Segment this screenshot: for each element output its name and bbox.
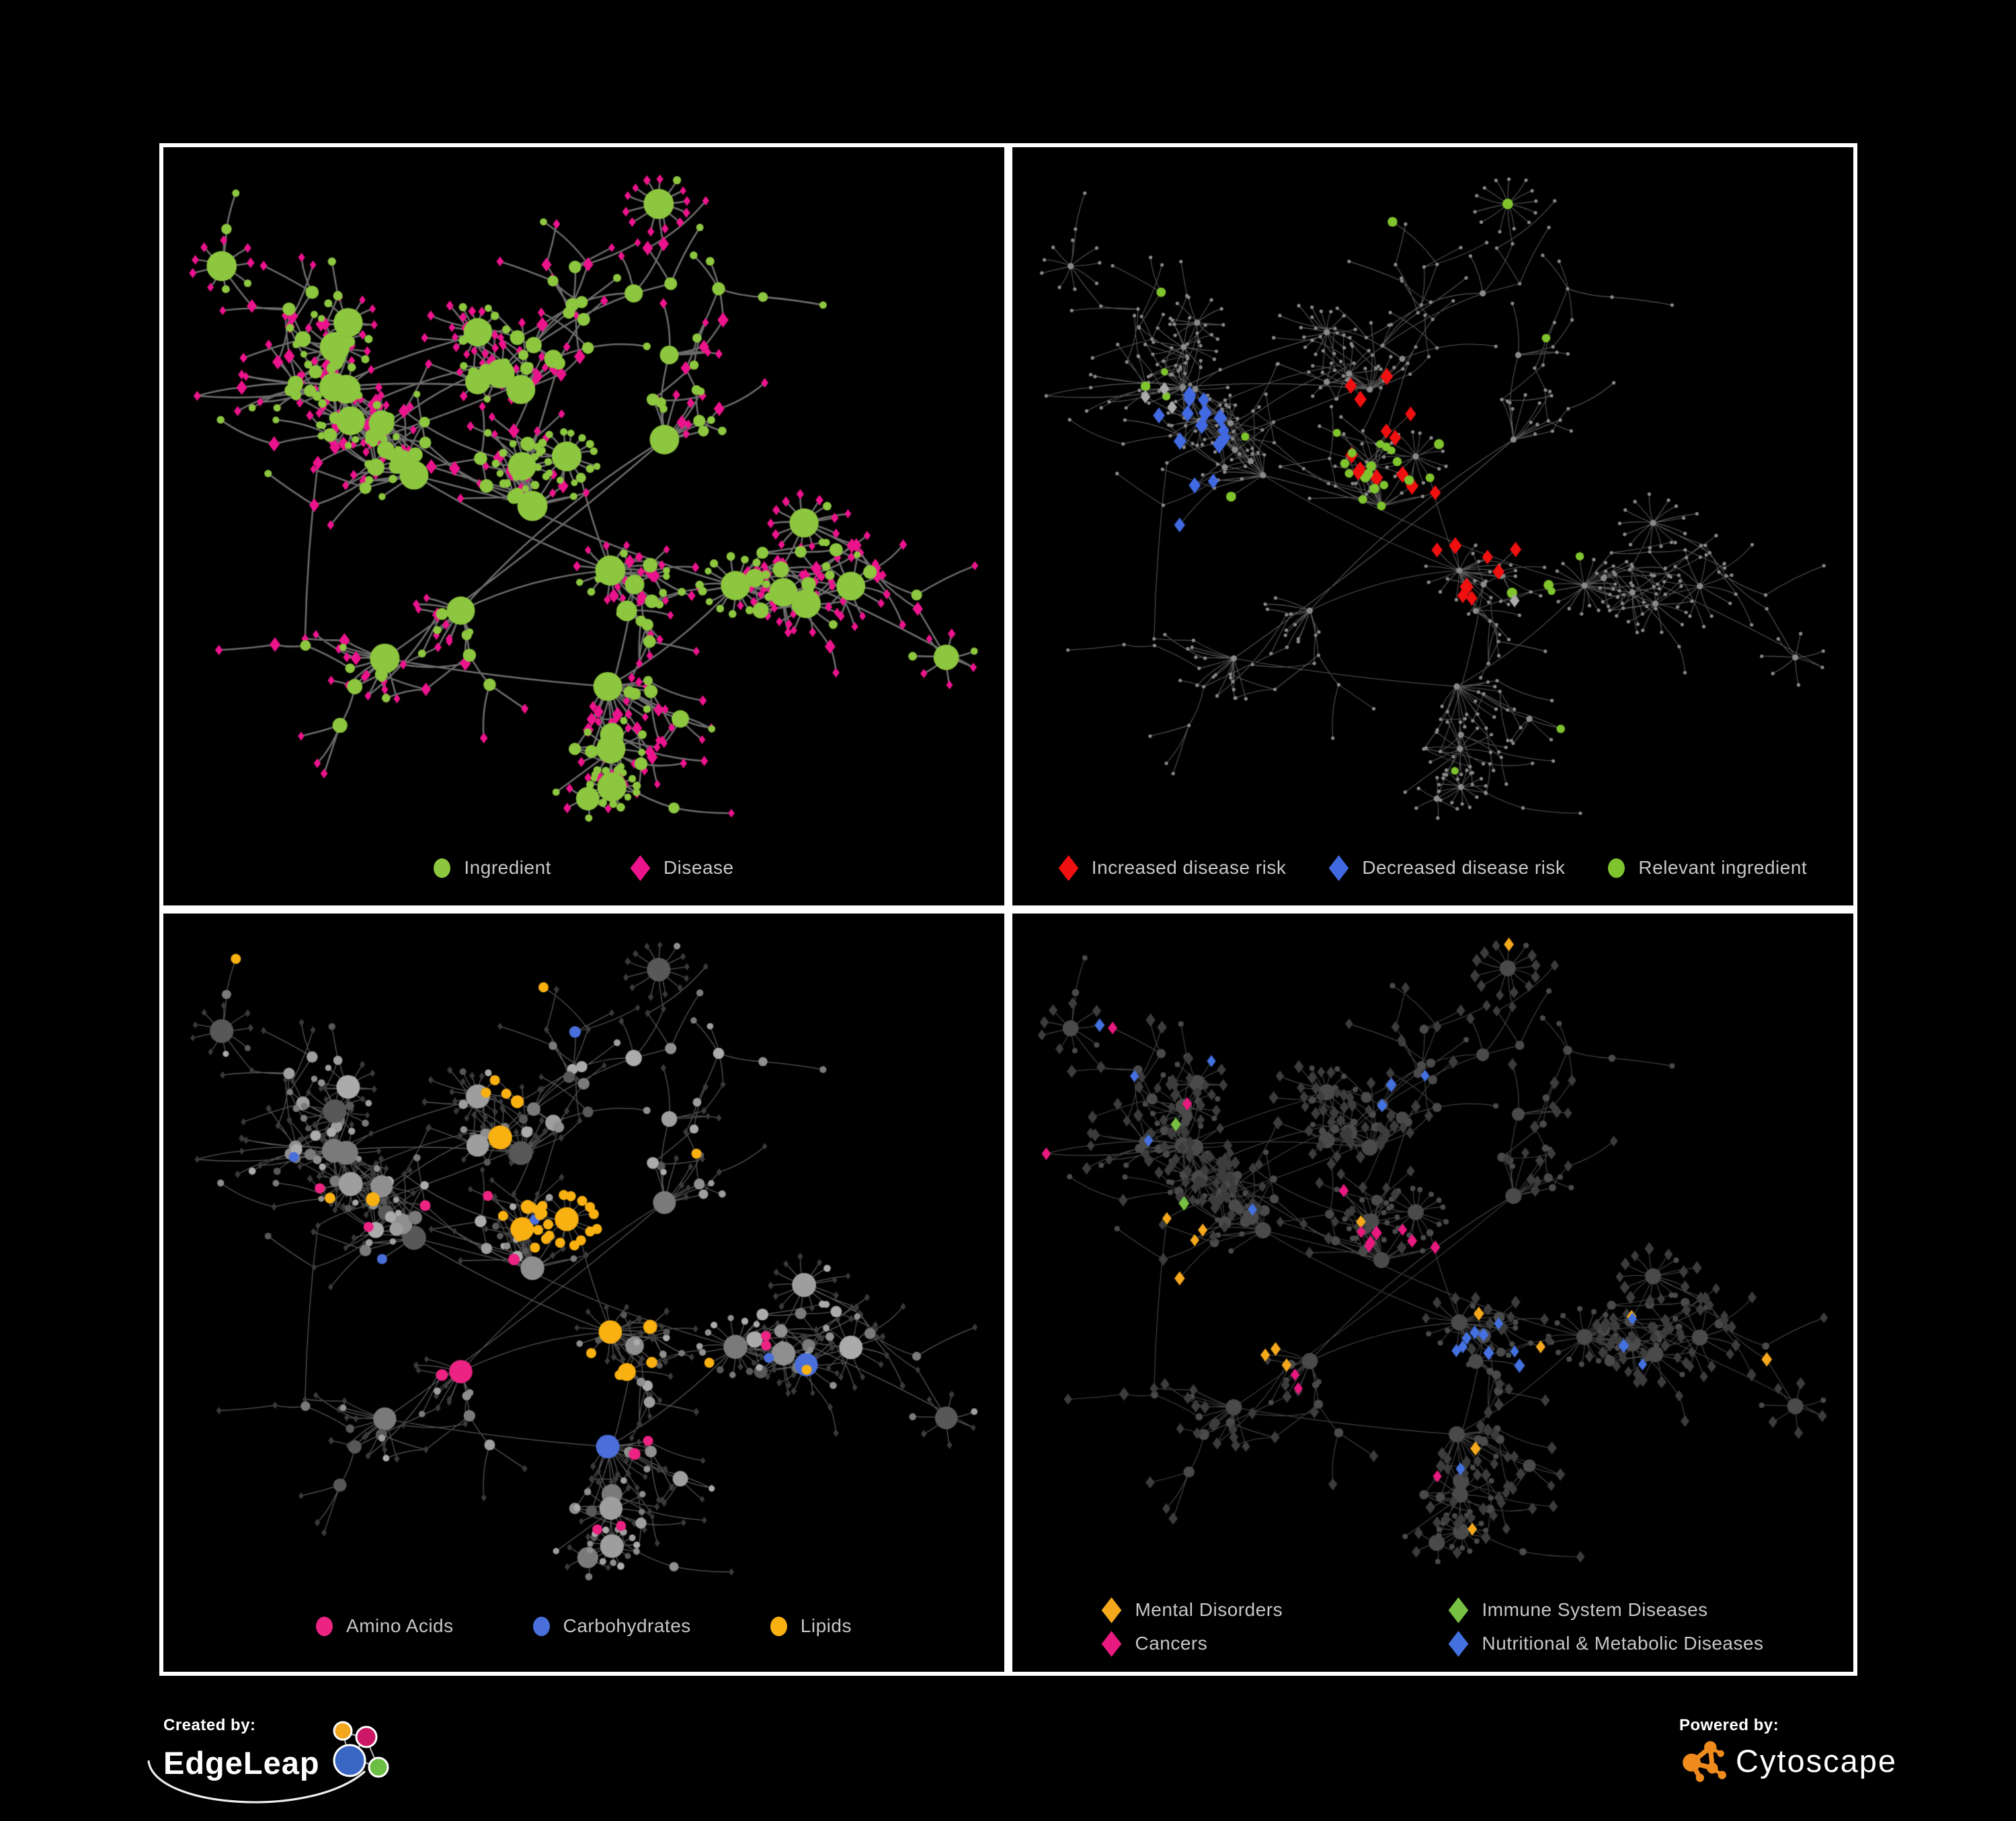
diamond-swatch-icon (1329, 854, 1349, 881)
diamond-swatch-icon (1449, 1630, 1469, 1657)
network-canvas-2 (1012, 147, 1853, 857)
legend-label: Lipids (800, 1615, 852, 1636)
legend-2: Increased disease risk Decreased disease … (1012, 854, 1853, 905)
legend-label: Relevant ingredient (1638, 857, 1808, 878)
legend-3: Amino Acids Carbohydrates Lipids (163, 1615, 1004, 1672)
legend-item: Nutritional & Metabolic Diseases (1449, 1630, 1764, 1657)
network-canvas-1 (163, 147, 1004, 857)
circle-swatch-icon (1608, 858, 1625, 878)
legend-label: Mental Disorders (1135, 1599, 1283, 1620)
legend-item: Mental Disorders (1102, 1596, 1449, 1623)
cytoscape-brandrow: Cytoscape (1679, 1736, 1897, 1785)
legend-item: Ingredient (434, 857, 551, 879)
legend-1: Ingredient Disease (163, 854, 1004, 905)
created-by-label: Created by: (163, 1716, 256, 1734)
powered-by-label: Powered by: (1679, 1716, 1779, 1734)
legend-label: Immune System Diseases (1482, 1599, 1708, 1620)
diamond-swatch-icon (1102, 1596, 1122, 1623)
network-canvas-3 (163, 914, 1004, 1615)
edgeleap-logo: Created by: EdgeLeap (147, 1716, 397, 1804)
legend-label: Cancers (1135, 1633, 1208, 1654)
diamond-swatch-icon (1449, 1596, 1469, 1623)
legend-item: Lipids (770, 1615, 852, 1637)
legend-label: Nutritional & Metabolic Diseases (1482, 1633, 1764, 1654)
legend-4: Mental Disorders Immune System Diseases Ca… (1012, 1596, 1853, 1672)
legend-label: Carbohydrates (563, 1615, 691, 1636)
diamond-swatch-icon (1058, 854, 1079, 881)
legend-label: Ingredient (464, 857, 551, 878)
network-area-4 (1012, 914, 1853, 1599)
legend-item: Decreased disease risk (1329, 854, 1566, 881)
legend-item: Immune System Diseases (1449, 1596, 1763, 1623)
circle-swatch-icon (532, 1616, 550, 1636)
network-area-1 (163, 147, 1004, 857)
circle-swatch-icon (316, 1616, 333, 1636)
legend-label: Decreased disease risk (1362, 857, 1566, 878)
legend-label: Amino Acids (346, 1615, 454, 1636)
legend-label: Disease (663, 857, 734, 878)
panel-disease-risk-network: Increased disease risk Decreased disease … (1008, 143, 1857, 909)
panel-nutrient-classes-network: Amino Acids Carbohydrates Lipids (159, 909, 1008, 1676)
cytoscape-network-icon (1683, 1741, 1726, 1782)
legend-item: Disease (630, 854, 734, 881)
network-area-2 (1012, 147, 1853, 857)
cytoscape-wordmark: Cytoscape (1736, 1742, 1898, 1779)
legend-item: Relevant ingredient (1608, 857, 1807, 879)
figure-grid: Ingredient Disease Increased disease risk… (159, 143, 1857, 1676)
diamond-swatch-icon (1102, 1630, 1122, 1657)
legend-item: Carbohydrates (532, 1615, 691, 1637)
legend-item: Amino Acids (316, 1615, 454, 1637)
legend-label: Increased disease risk (1091, 857, 1287, 878)
edgeleap-wordmark: EdgeLeap (163, 1744, 320, 1781)
circle-swatch-icon (434, 858, 451, 878)
network-canvas-4 (1012, 914, 1853, 1599)
edgeleap-network-icon (333, 1721, 389, 1778)
cytoscape-logo: Powered by: Cytoscape (1679, 1716, 1897, 1785)
panel-ingredient-disease-network: Ingredient Disease (159, 143, 1008, 909)
legend-item: Cancers (1102, 1630, 1449, 1657)
circle-swatch-icon (770, 1616, 787, 1636)
legend-item: Increased disease risk (1058, 854, 1287, 881)
network-area-3 (163, 914, 1004, 1615)
diamond-swatch-icon (630, 854, 651, 881)
edgeleap-brandrow: EdgeLeap (147, 1721, 397, 1804)
panel-disease-classes-network: Mental Disorders Immune System Diseases Ca… (1008, 909, 1857, 1676)
